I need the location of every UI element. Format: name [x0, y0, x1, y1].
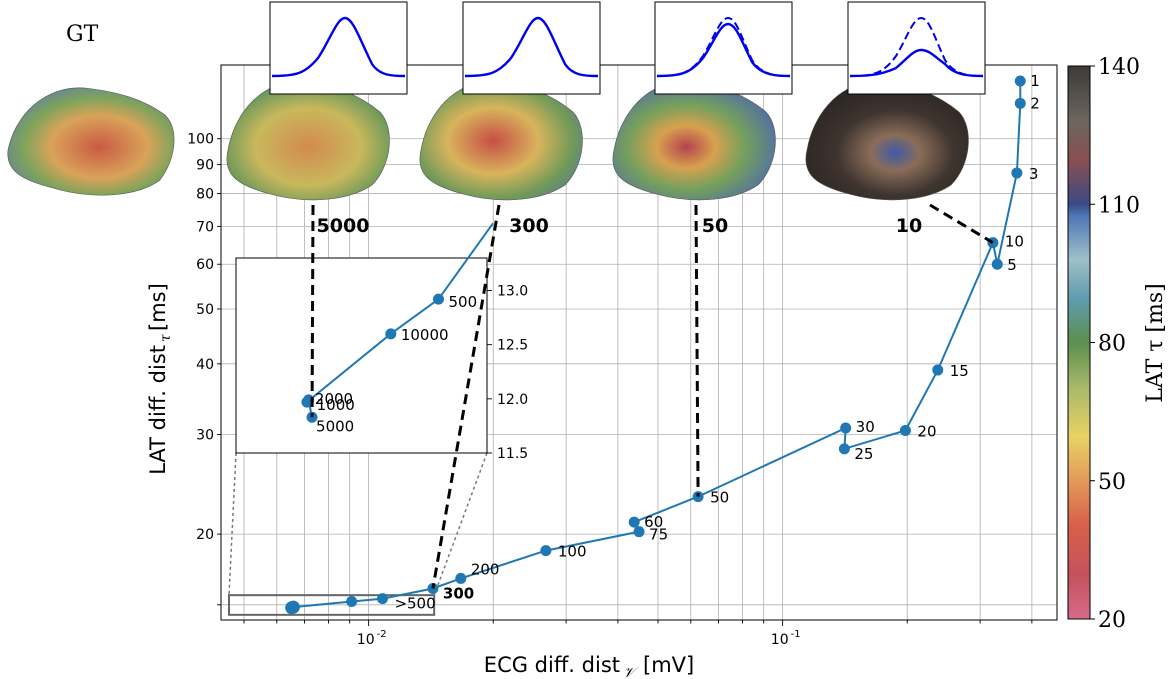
zoom-region	[227, 594, 436, 616]
y-tick-label: 40	[196, 357, 214, 373]
x-axis-label-sub: 𝒱	[623, 665, 639, 679]
y-tick-label: 30	[196, 428, 214, 444]
colorbar-tick-label: 50	[1098, 470, 1126, 495]
data-point	[1014, 97, 1026, 109]
data-point	[346, 596, 358, 608]
inset-y-tick-label: 13.0	[497, 284, 528, 300]
zoom-connector	[228, 452, 237, 596]
data-label: >500	[394, 595, 435, 613]
ecg-box-300	[462, 1, 601, 95]
inset-y-tick-label: 11.5	[497, 446, 528, 462]
ecg-box-10	[847, 1, 986, 95]
heart-10	[805, 81, 969, 201]
heart-50	[612, 81, 776, 201]
data-point	[455, 572, 467, 584]
snapshot-link	[929, 203, 994, 244]
data-point	[899, 424, 911, 436]
data-point	[376, 593, 388, 605]
data-label: 75	[649, 526, 668, 544]
data-label: 30	[856, 418, 875, 436]
data-point	[1014, 75, 1026, 87]
data-point	[540, 545, 552, 557]
colorbar-tick-label: 20	[1098, 608, 1126, 633]
data-label: 10	[1005, 233, 1024, 251]
colorbar-tick-label: 140	[1098, 55, 1140, 80]
x-axis-label-unit: [mV]	[643, 653, 694, 677]
data-label: 25	[854, 445, 873, 463]
data-label: 100	[558, 543, 587, 561]
y-tick-label: 90	[196, 158, 214, 174]
heart-gt	[7, 87, 175, 196]
gt-label: GT	[66, 22, 99, 47]
snapshot-link	[310, 204, 315, 418]
y-tick-label: 80	[196, 187, 214, 203]
data-point	[840, 422, 852, 434]
heart-snapshots	[7, 81, 969, 201]
x-axis-label-text: ECG diff. dist	[484, 653, 620, 677]
y-axis-label-text: LAT diff. dist	[146, 345, 170, 475]
data-label: 5	[1007, 256, 1017, 274]
data-point	[991, 258, 1003, 270]
snapshot-label: 5000	[317, 215, 370, 237]
snapshot-label: 50	[702, 215, 728, 237]
data-label: 15	[950, 362, 969, 380]
x-tick-label-exponent: -1	[791, 629, 801, 640]
snapshot-label: 10	[896, 215, 922, 237]
data-point	[633, 526, 645, 538]
colorbar-label: LAT τ [ms]	[1143, 283, 1168, 402]
inset-data-label: 500	[448, 293, 477, 311]
data-label: 3	[1029, 165, 1039, 183]
data-label: 200	[471, 560, 500, 578]
inset-data-label: 10000	[401, 326, 449, 344]
inset-data-point	[301, 396, 313, 408]
y-tick-label: 50	[196, 302, 214, 318]
data-point	[628, 516, 640, 528]
heart-300	[419, 81, 583, 201]
data-point	[838, 443, 850, 455]
colorbar-tick-label: 110	[1098, 193, 1140, 218]
snapshot-label: 300	[509, 215, 549, 237]
y-tick-label: 20	[196, 527, 214, 543]
inset-frame	[235, 257, 488, 454]
data-point	[285, 601, 299, 615]
data-label: 20	[917, 422, 936, 440]
ecg-waveform-insets	[269, 1, 986, 95]
data-label: 1	[1030, 72, 1040, 90]
y-tick-label: 100	[187, 132, 214, 148]
data-label: 60	[644, 513, 663, 531]
inset-data-point	[432, 293, 444, 305]
x-tick-label: 10	[771, 632, 789, 648]
y-tick-label: 60	[196, 257, 214, 273]
inset-data-label: 2000	[315, 390, 353, 408]
data-point	[1011, 167, 1023, 179]
data-label: 2	[1030, 94, 1040, 112]
heart-5000	[226, 81, 390, 201]
ecg-box-50	[654, 1, 793, 95]
x-axis-label: ECG diff. dist 𝒱 [mV]	[484, 653, 694, 679]
colorbar-tick-label: 80	[1098, 332, 1126, 357]
data-label: 50	[710, 489, 729, 507]
ecg-box-5000	[269, 1, 408, 95]
inset-data-point	[385, 328, 397, 340]
y-axis-label: LAT diff. dist τ [ms]	[146, 283, 174, 475]
data-label: 300	[443, 584, 474, 602]
snapshot-link	[694, 204, 700, 497]
y-axis-label-sub: τ	[158, 334, 174, 342]
inset-data-label: 5000	[316, 417, 354, 435]
y-axis-label-unit: [ms]	[146, 283, 170, 331]
snapshot-link	[431, 204, 501, 589]
x-tick-label: 10	[357, 632, 375, 648]
data-point	[932, 364, 944, 376]
zoom-connector	[433, 452, 488, 596]
x-tick-label-exponent: -2	[377, 629, 387, 640]
colorbar: 20 50 80 110 140 LAT τ [ms]	[1067, 55, 1168, 633]
inset-data-label: 1000	[317, 396, 355, 414]
inset-y-tick-label: 12.5	[497, 338, 528, 354]
inset-y-tick-label: 12.0	[497, 392, 528, 408]
y-tick-label: 70	[196, 219, 214, 235]
